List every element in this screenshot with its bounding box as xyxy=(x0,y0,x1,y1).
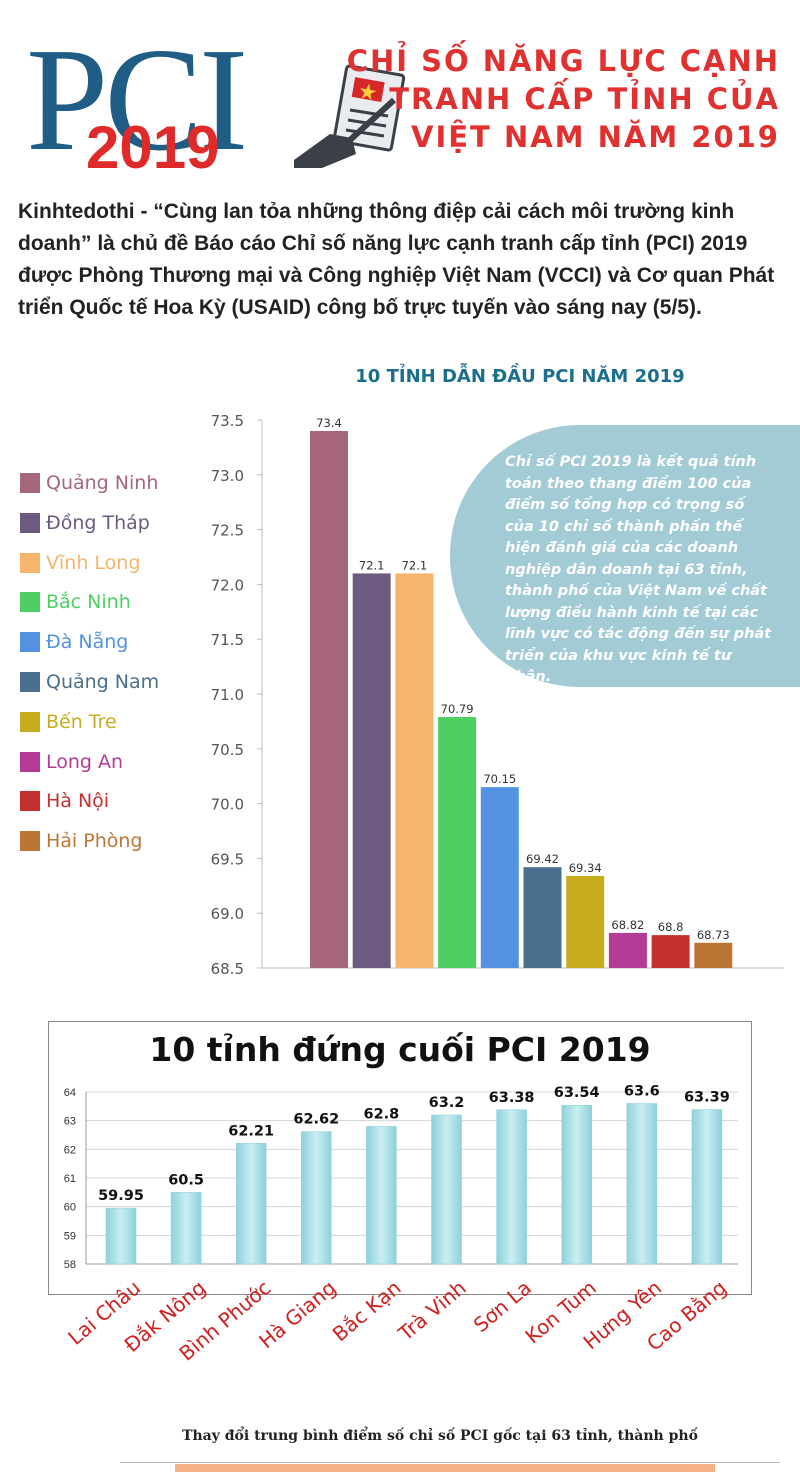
callout-text: Chỉ số PCI 2019 là kết quả tính toán the… xyxy=(505,454,772,685)
legend-label: Đà Nẵng xyxy=(46,631,129,654)
chart1-data-label: 70.15 xyxy=(483,772,516,786)
chart1-bar xyxy=(694,942,733,968)
legend-label: Đồng Tháp xyxy=(46,511,150,534)
chart1-bar xyxy=(523,867,562,968)
chart1-data-label: 68.8 xyxy=(658,920,684,934)
pci-logo: PCI xyxy=(26,18,248,182)
chart1-data-label: 68.73 xyxy=(697,928,730,942)
chart3-title: Thay đổi trung bình điểm số chỉ số PCI g… xyxy=(182,1428,698,1444)
chart1-y-tick-label: 70.0 xyxy=(211,796,244,814)
chart1-bar xyxy=(352,573,391,968)
chart3-axis xyxy=(120,1462,780,1473)
chart1-bar xyxy=(566,875,605,968)
chart1-plot: 68.5 69.0 69.5 70.0 70.5 71.0 71.5 72.0 72.5 73.0… xyxy=(211,412,784,978)
chart1-bar xyxy=(395,573,434,968)
chart1-bar xyxy=(310,430,348,969)
chart1-legend-item: Long An xyxy=(20,749,123,775)
legend-label: Bến Tre xyxy=(46,710,117,733)
chart1-legend-item: Quảng Ninh xyxy=(20,470,158,496)
chart1-bar xyxy=(438,717,477,968)
chart1-title: 10 TỈNH DẪN ĐẦU PCI NĂM 2019 xyxy=(355,366,685,387)
header-title-line: TRANH CẤP TỈNH CỦA xyxy=(389,82,780,116)
legend-swatch xyxy=(20,473,40,493)
chart1-data-label: 69.42 xyxy=(526,852,559,866)
legend-label: Quảng Ninh xyxy=(46,472,159,494)
chart1-bar xyxy=(480,787,519,968)
chart1-y-tick-label: 72.5 xyxy=(211,522,244,540)
chart1-y-tick-label: 70.5 xyxy=(211,741,244,759)
legend-label: Quảng Nam xyxy=(46,671,160,693)
chart1-y-tick-label: 71.0 xyxy=(211,686,244,704)
chart1-y-tick-label: 69.5 xyxy=(211,850,244,868)
legend-swatch xyxy=(20,552,40,573)
legend-label: Vĩnh Long xyxy=(46,551,141,574)
chart2-title: 10 tỉnh đứng cuối PCI 2019 xyxy=(149,1030,651,1069)
legend-swatch xyxy=(20,751,40,772)
callout-bubble xyxy=(450,425,800,687)
chart1-y-tick-label: 69.0 xyxy=(211,905,244,923)
chart1-data-label: 70.79 xyxy=(441,702,474,716)
chart1-y-tick-label: 73.0 xyxy=(211,467,244,485)
header-banner: PCI 2019 CHỈ SỐ NĂNG LỰC CẠNH TRANH CẤP … xyxy=(0,0,800,190)
chart1-bar xyxy=(608,932,647,968)
chart1-legend-item: Vĩnh Long xyxy=(20,550,140,576)
legend-swatch xyxy=(20,672,40,692)
header-title-line: VIỆT NAM NĂM 2019 xyxy=(411,120,780,154)
chart1-legend-item: Bắc Ninh xyxy=(20,589,131,615)
document-pen-icon xyxy=(294,64,406,168)
header-title: CHỈ SỐ NĂNG LỰC CẠNH TRANH CẤP TỈNH CỦA … xyxy=(347,42,780,156)
chart3-bar xyxy=(175,1464,715,1472)
legend-swatch xyxy=(20,592,40,613)
legend-swatch xyxy=(20,791,40,812)
chart1-y-tick-label: 68.5 xyxy=(211,960,244,978)
chart1-bar xyxy=(651,935,690,968)
legend-swatch xyxy=(20,831,40,852)
chart1-legend-item: Đồng Tháp xyxy=(20,510,150,536)
chart1-y-tick-label: 72.0 xyxy=(211,576,244,594)
chart1-data-label: 68.82 xyxy=(611,918,644,932)
chart1-data-label: 72.1 xyxy=(359,558,385,572)
chart1-legend-item: Quảng Nam xyxy=(20,669,159,695)
chart1-legend-item: Hải Phòng xyxy=(20,828,142,854)
chart1-data-label: 73.4 xyxy=(316,416,342,430)
legend-swatch xyxy=(20,632,40,653)
intro-paragraph: Kinhtedothi - “Cùng lan tỏa những thông … xyxy=(18,200,775,319)
pci-logo-year: 2019 xyxy=(86,114,220,181)
chart1-data-label: 69.34 xyxy=(569,861,602,875)
chart1-y-tick-label: 73.5 xyxy=(211,412,244,430)
legend-swatch xyxy=(20,711,40,732)
legend-label: Long An xyxy=(46,750,124,773)
legend-label: Hải Phòng xyxy=(46,830,143,853)
chart1-data-label: 72.1 xyxy=(402,558,428,572)
legend-label: Bắc Ninh xyxy=(46,591,131,614)
header-title-line: CHỈ SỐ NĂNG LỰC CẠNH xyxy=(346,44,780,78)
chart1-legend-item: Hà Nội xyxy=(20,788,109,814)
legend-label: Hà Nội xyxy=(46,790,110,813)
chart1-y-tick-label: 71.5 xyxy=(211,631,244,649)
chart1-legend-item: Bến Tre xyxy=(20,709,117,735)
legend-swatch xyxy=(20,512,40,533)
chart1-legend-item: Đà Nẵng xyxy=(20,629,128,655)
